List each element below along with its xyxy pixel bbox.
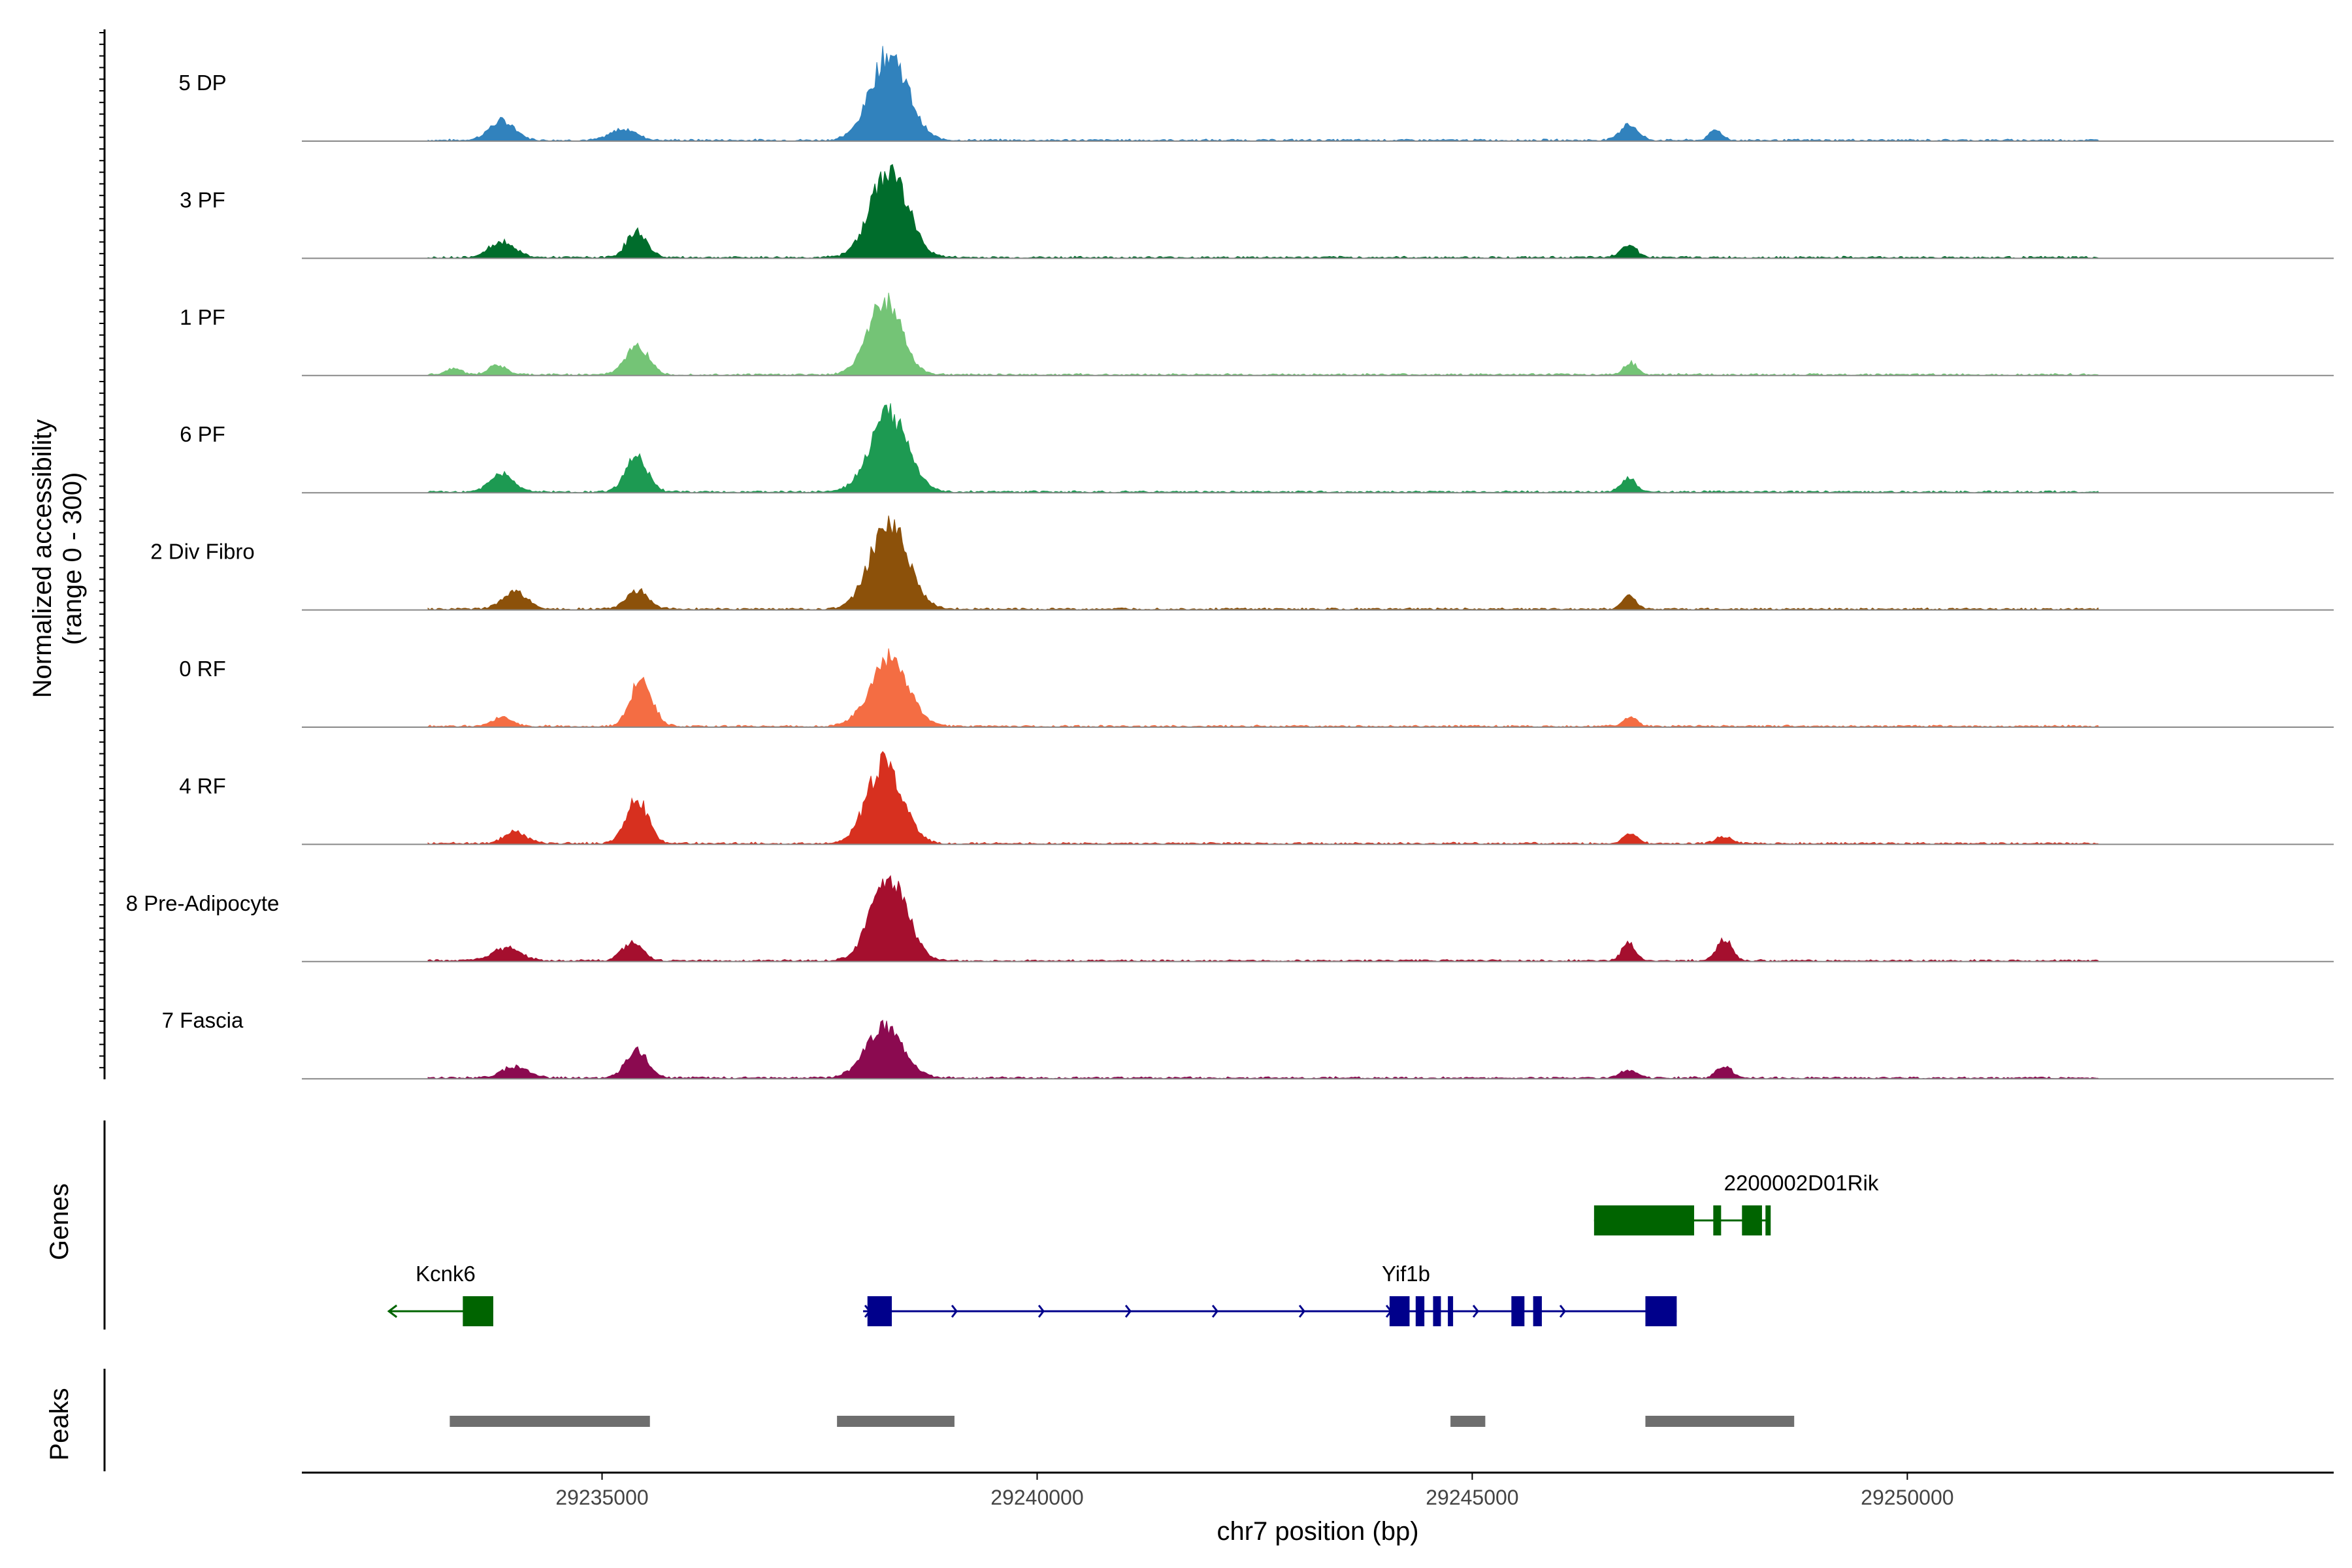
- strand-arrow: [1211, 1305, 1218, 1318]
- strand-arrow: [1298, 1305, 1305, 1318]
- strand-arrow: [1037, 1305, 1045, 1318]
- track-label: 7 Fascia: [162, 1008, 244, 1032]
- coverage-area: [427, 1019, 2100, 1079]
- coverage-area: [427, 403, 2100, 493]
- track-0-rf: 0 RF: [179, 648, 2334, 728]
- track-label: 3 PF: [180, 188, 225, 212]
- peaks-panel: [449, 1416, 1795, 1427]
- strand-arrow: [951, 1305, 958, 1318]
- coverage-tracks: 5 DP 3 PF 1 PF 6 PF 2 Div Fibro 0 RF 4 RF 8 Pre…: [126, 46, 2334, 1080]
- gene-exon: [1415, 1296, 1425, 1326]
- gene-exon: [463, 1296, 494, 1326]
- track-3-pf: 3 PF: [180, 164, 2334, 259]
- gene-exon: [1645, 1296, 1677, 1326]
- coverage-area: [427, 46, 2100, 142]
- peak-region: [1645, 1416, 1795, 1427]
- strand-arrow: [1124, 1305, 1132, 1318]
- gene-exon: [1742, 1205, 1762, 1235]
- strand-arrow: [1472, 1305, 1479, 1318]
- track-label: 4 RF: [179, 774, 226, 798]
- gene-exon: [1433, 1296, 1441, 1326]
- gene-exon: [1593, 1205, 1695, 1235]
- gene-exon: [867, 1296, 892, 1326]
- left-axes: [99, 29, 106, 1471]
- coverage-area: [427, 648, 2100, 728]
- gene-kcnk6: Kcnk6: [387, 1262, 494, 1326]
- coverage-area: [427, 164, 2100, 259]
- gene-exon: [1511, 1296, 1525, 1326]
- track-label: 2 Div Fibro: [150, 540, 255, 564]
- y-axis-label: Normalized accessibility (range 0 - 300): [28, 419, 87, 698]
- peak-region: [837, 1416, 955, 1427]
- track-5-dp: 5 DP: [178, 46, 2334, 142]
- gene-label: Kcnk6: [416, 1262, 476, 1286]
- gene-2200002d01rik: 2200002D01Rik: [1593, 1171, 1879, 1235]
- genes-panel: 2200002D01Rik Kcnk6 Yif1b: [387, 1171, 1879, 1326]
- track-2-div-fibro: 2 Div Fibro: [150, 515, 2334, 611]
- gene-exon: [1533, 1296, 1542, 1326]
- x-tick-label: 29250000: [1861, 1486, 1953, 1509]
- gene-exon: [1448, 1296, 1454, 1326]
- x-tick-label: 29235000: [555, 1486, 648, 1509]
- gene-yif1b: Yif1b: [863, 1262, 1677, 1326]
- track-label: 8 Pre-Adipocyte: [126, 891, 280, 915]
- x-tick-label: 29245000: [1426, 1486, 1518, 1509]
- x-axis: 29235000 29240000 29245000 29250000: [302, 1471, 2334, 1509]
- track-label: 6 PF: [180, 422, 225, 446]
- genes-panel-label: Genes: [45, 1183, 74, 1260]
- track-7-fascia: 7 Fascia: [162, 1008, 2334, 1080]
- x-axis-label: chr7 position (bp): [1217, 1517, 1418, 1546]
- gene-exon: [1713, 1205, 1722, 1235]
- gene-exon: [1765, 1205, 1771, 1235]
- coverage-area: [427, 875, 2100, 962]
- coverage-area: [427, 293, 2100, 376]
- track-label: 0 RF: [179, 657, 226, 681]
- track-6-pf: 6 PF: [180, 403, 2334, 494]
- strand-arrow: [387, 1304, 398, 1318]
- track-8-pre-adipocyte: 8 Pre-Adipocyte: [126, 875, 2334, 962]
- peak-region: [449, 1416, 650, 1427]
- gene-exon: [1389, 1296, 1410, 1326]
- coverage-area: [427, 751, 2100, 845]
- y-axis-label-line2: (range 0 - 300): [58, 472, 87, 645]
- track-label: 1 PF: [180, 305, 225, 329]
- x-tick-label: 29240000: [990, 1486, 1083, 1509]
- y-axis-label-line1: Normalized accessibility: [28, 419, 57, 698]
- peak-region: [1450, 1416, 1486, 1427]
- gene-label: 2200002D01Rik: [1724, 1171, 1879, 1195]
- gene-label: Yif1b: [1382, 1262, 1430, 1286]
- track-1-pf: 1 PF: [180, 293, 2334, 376]
- track-4-rf: 4 RF: [179, 751, 2334, 845]
- peaks-panel-label: Peaks: [45, 1388, 74, 1460]
- track-label: 5 DP: [178, 71, 226, 95]
- strand-arrow: [1559, 1305, 1566, 1318]
- coverage-area: [427, 515, 2100, 611]
